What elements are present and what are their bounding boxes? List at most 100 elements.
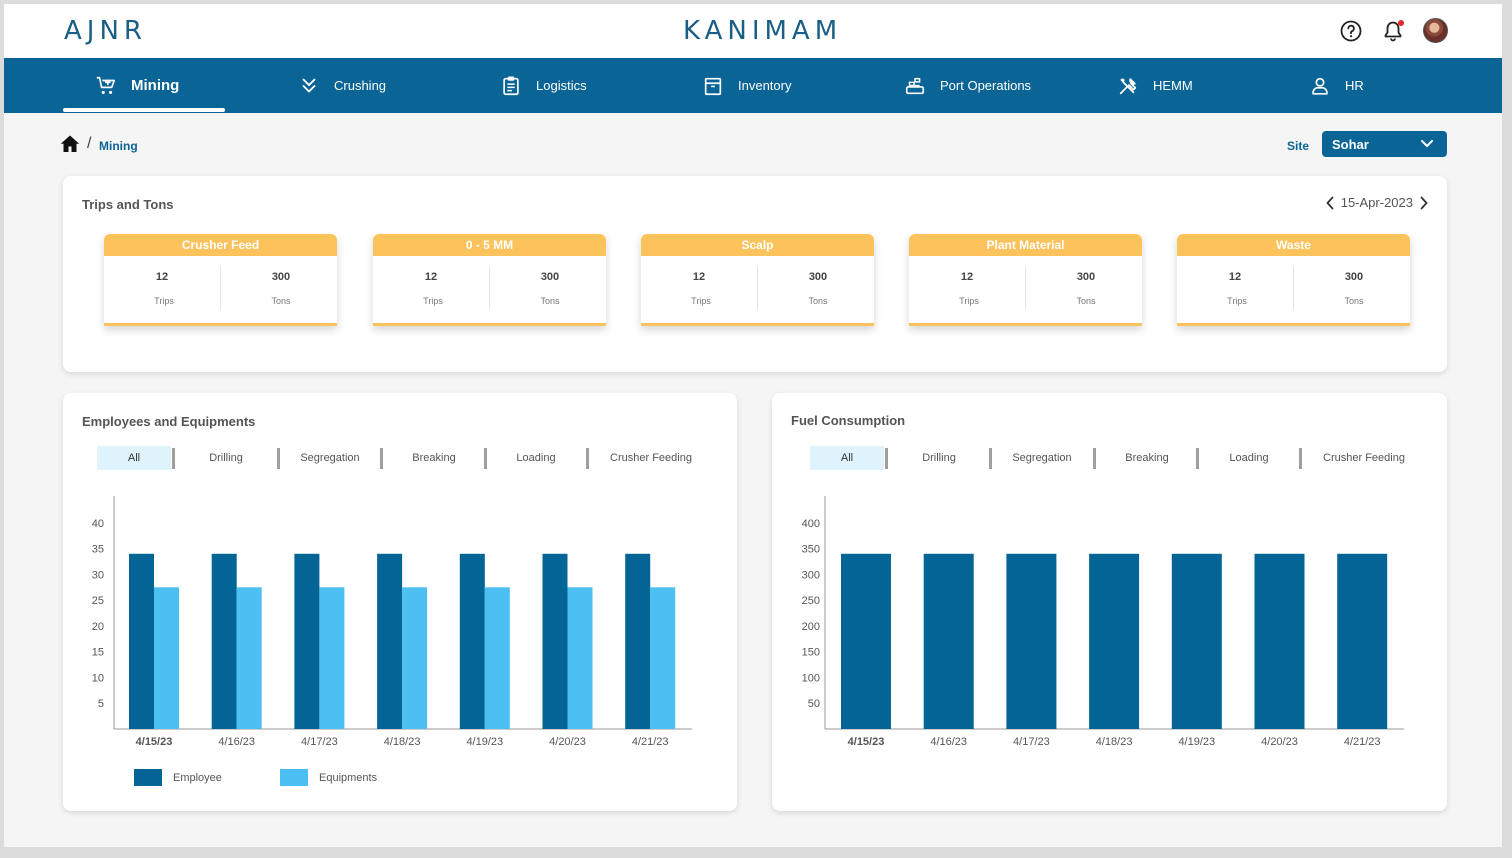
x-tick-label: 4/15/23 [848, 736, 885, 748]
help-icon[interactable] [1339, 19, 1363, 43]
nav-item-port-operations[interactable]: Port Operations [904, 58, 1031, 113]
bell-icon[interactable] [1381, 19, 1405, 43]
home-icon[interactable] [60, 134, 80, 154]
tons-value: 300 [808, 271, 828, 283]
tons-label: Tons [1076, 296, 1096, 306]
nav-item-hemm[interactable]: HEMM [1117, 58, 1193, 113]
filter-divider [586, 448, 589, 469]
x-tick-label: 4/18/23 [384, 736, 421, 748]
tile-title: 0 - 5 MM [373, 234, 606, 256]
x-tick-label: 4/19/23 [1178, 736, 1215, 748]
tile-waste[interactable]: Waste 12 Trips 300 Tons [1177, 234, 1410, 326]
y-tick-label: 20 [92, 621, 104, 633]
nav-item-hr[interactable]: HR [1309, 58, 1364, 113]
y-tick-label: 100 [802, 672, 820, 684]
trips-value: 12 [155, 271, 169, 283]
nav-label: Mining [131, 77, 180, 94]
bar [377, 553, 403, 729]
trips-label: Trips [1227, 296, 1247, 306]
top-header: AJNR KANIMAM [4, 4, 1502, 58]
x-tick-label: 4/20/23 [549, 736, 586, 748]
y-tick-label: 400 [802, 518, 820, 530]
filter-all[interactable]: All [97, 446, 171, 470]
chevron-right-icon[interactable] [1419, 196, 1429, 210]
tons-value: 300 [271, 271, 291, 283]
bar [154, 587, 179, 729]
y-tick-label: 25 [92, 595, 104, 607]
filter-segregation[interactable]: Segregation [300, 452, 360, 464]
tile-crusher-feed[interactable]: Crusher Feed 12 Trips 300 Tons [104, 234, 337, 326]
double-chevron-down-icon [302, 78, 316, 92]
filter-segregation[interactable]: Segregation [1012, 452, 1072, 464]
y-tick-label: 5 [98, 698, 104, 710]
y-tick-label: 35 [92, 544, 104, 556]
bar [542, 553, 568, 729]
date-navigator: 15-Apr-2023 [1325, 195, 1429, 210]
legend-employee[interactable]: Employee [134, 769, 222, 786]
legend-equipments[interactable]: Equipments [280, 769, 377, 786]
bar [129, 553, 154, 729]
y-tick-label: 50 [808, 698, 820, 710]
y-tick-label: 200 [802, 621, 820, 633]
brand-logo-left[interactable]: AJNR [64, 16, 147, 46]
tile-divider [489, 266, 490, 310]
x-tick-label: 4/16/23 [218, 736, 255, 748]
filter-drilling[interactable]: Drilling [209, 452, 243, 464]
y-tick-label: 300 [802, 569, 820, 581]
tile-divider [220, 266, 221, 310]
x-tick-label: 4/21/23 [632, 736, 669, 748]
bar [1089, 553, 1140, 729]
filter-divider [1196, 448, 1199, 469]
legend-swatch [280, 769, 308, 786]
employees-equipments-card: Employees and Equipments All Drilling Se… [63, 393, 737, 811]
card-title: Employees and Equipments [82, 414, 256, 429]
tile-divider [1025, 266, 1026, 310]
nav-item-inventory[interactable]: Inventory [702, 58, 791, 113]
employees-bar-chart: 5 10 15 20 25 30 35 40 4/15/23 4/16/23 4/17/23 4/18… [92, 496, 692, 748]
current-date: 15-Apr-2023 [1340, 195, 1413, 210]
legend-label: Employee [173, 771, 222, 784]
filter-all[interactable]: All [810, 446, 884, 470]
port-icon [905, 77, 925, 94]
y-tick-label: 350 [802, 544, 820, 556]
tons-value: 300 [540, 271, 560, 283]
nav-label: HEMM [1153, 78, 1193, 93]
nav-item-logistics[interactable]: Logistics [500, 58, 587, 113]
trips-value: 12 [692, 271, 706, 283]
nav-item-crushing[interactable]: Crushing [298, 58, 386, 113]
chevron-left-icon[interactable] [1325, 196, 1335, 210]
filter-loading[interactable]: Loading [516, 452, 556, 464]
x-tick-label: 4/16/23 [930, 736, 967, 748]
tons-label: Tons [271, 296, 291, 306]
avatar[interactable] [1423, 18, 1448, 43]
tile-plant-material[interactable]: Plant Material 12 Trips 300 Tons [909, 234, 1142, 326]
user-icon [1312, 77, 1328, 95]
nav-label: HR [1345, 78, 1364, 93]
filter-divider [172, 448, 175, 469]
app-window: AJNR KANIMAM Mining Crushing Logistics I… [4, 4, 1502, 847]
filter-loading[interactable]: Loading [1229, 452, 1269, 464]
fuel-bar-chart: 50 100 150 200 250 300 350 400 4/15/23 4/16/23 4/1… [802, 496, 1404, 748]
x-tick-label: 4/15/23 [136, 736, 173, 748]
nav-label: Port Operations [940, 78, 1032, 93]
y-tick-label: 10 [92, 672, 104, 684]
bar [236, 587, 262, 729]
filter-breaking[interactable]: Breaking [1125, 452, 1169, 464]
tile-scalp[interactable]: Scalp 12 Trips 300 Tons [641, 234, 874, 326]
tons-label: Tons [1344, 296, 1364, 306]
y-tick-label: 250 [802, 595, 820, 607]
filter-crusher-feeding[interactable]: Crusher Feeding [1323, 452, 1405, 464]
trips-value: 12 [424, 271, 438, 283]
filter-crusher-feeding[interactable]: Crusher Feeding [610, 452, 692, 464]
filter-drilling[interactable]: Drilling [922, 452, 956, 464]
tile-0-5-mm[interactable]: 0 - 5 MM 12 Trips 300 Tons [373, 234, 606, 326]
nav-label: Logistics [536, 78, 587, 93]
nav-item-mining[interactable]: Mining [95, 58, 179, 113]
y-tick-label: 150 [802, 647, 820, 659]
site-label: Site [1287, 139, 1310, 153]
x-tick-label: 4/21/23 [1344, 736, 1381, 748]
filter-breaking[interactable]: Breaking [412, 452, 456, 464]
bar [567, 587, 593, 729]
site-dropdown[interactable]: Sohar [1322, 131, 1447, 157]
card-title: Trips and Tons [82, 197, 174, 212]
